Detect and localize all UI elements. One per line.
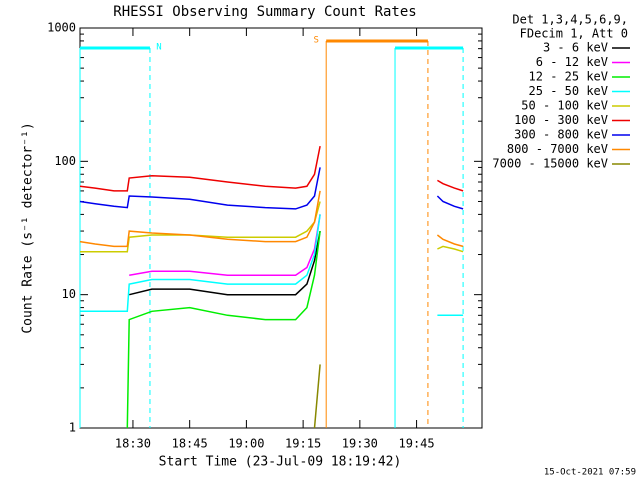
y-tick-label: 100 [54, 154, 76, 168]
legend-label: 12 - 25 keV [529, 70, 608, 84]
series-line [129, 214, 321, 276]
legend-label: 800 - 7000 keV [507, 142, 608, 156]
series-line [129, 230, 321, 296]
series-line [79, 190, 464, 248]
x-tick-label: 19:15 [285, 437, 321, 451]
series-line [79, 145, 464, 192]
x-tick-label: 18:30 [115, 437, 151, 451]
series-line [313, 364, 321, 429]
legend-label: 6 - 12 keV [536, 55, 608, 69]
flag-label: N [156, 43, 161, 53]
y-tick-label: 1000 [47, 21, 76, 35]
legend-label: 25 - 50 keV [529, 84, 608, 98]
x-tick-label: 19:30 [342, 437, 378, 451]
footer: 15-Oct-2021 07:59 [544, 468, 636, 478]
x-axis-label: Start Time (23-Jul-09 18:19:42) [159, 455, 402, 470]
chart-title: RHESSI Observing Summary Count Rates [113, 4, 416, 20]
legend-title: Det 1,3,4,5,6,9, [512, 13, 628, 27]
y-tick-label: 10 [62, 287, 76, 301]
legend-title: FDecim 1, Att 0 [520, 27, 628, 41]
legend-label: 300 - 800 keV [514, 128, 608, 142]
legend-label: 50 - 100 keV [521, 99, 608, 113]
x-tick-label: 19:45 [399, 437, 435, 451]
legend-label: 100 - 300 keV [514, 113, 608, 127]
series-line [80, 214, 464, 317]
series-line [79, 167, 464, 210]
flag-label: S [313, 36, 318, 46]
y-axis-label: Count Rate (s⁻¹ detector⁻¹) [21, 122, 36, 333]
legend-label: 7000 - 15000 keV [492, 157, 608, 171]
series-line [126, 231, 321, 429]
y-tick-label: 1 [69, 421, 76, 435]
legend-label: 3 - 6 keV [543, 41, 608, 55]
x-tick-label: 19:00 [228, 437, 264, 451]
x-tick-label: 18:45 [172, 437, 208, 451]
